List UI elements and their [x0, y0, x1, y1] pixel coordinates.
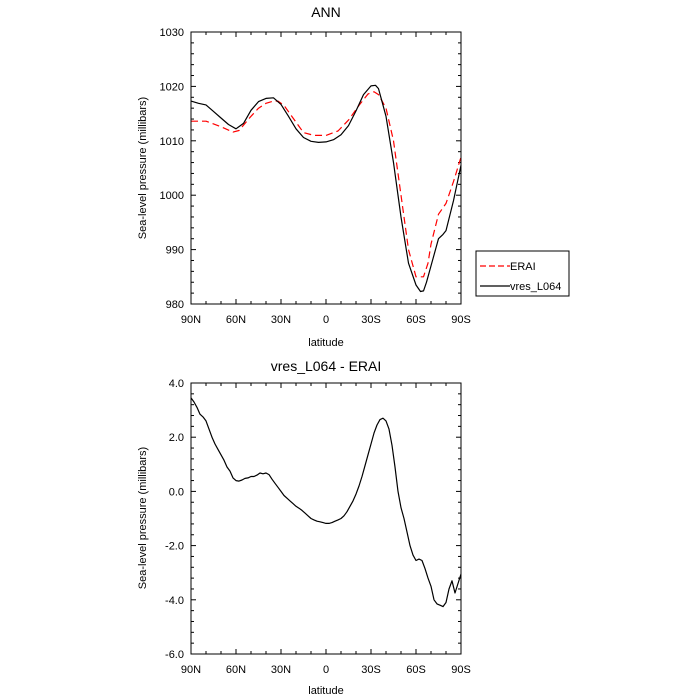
top-y-tick-label: 1000	[160, 190, 184, 202]
chart-title-diff: vres_L064 - ERAI	[271, 358, 382, 374]
bottom-y-tick-label: -6.0	[165, 649, 184, 661]
top-x-tick-label: 30N	[271, 314, 291, 326]
top-panel-ann: ANN Sea-level pressure (millibars) latit…	[137, 4, 471, 349]
bottom-x-tick-label: 0	[323, 664, 329, 676]
bottom-series-vres-l064-erai	[190, 397, 462, 608]
bottom-y-tick-label: 0.0	[169, 486, 184, 498]
bottom-x-tick-label: 90N	[181, 664, 201, 676]
bottom-series-lines	[190, 397, 462, 608]
top-x-tick-label: 60N	[226, 314, 246, 326]
y-axis-label-top: Sea-level pressure (millibars)	[137, 97, 149, 239]
top-x-tick-label: 60S	[406, 314, 426, 326]
bottom-x-tick-label: 30S	[361, 664, 381, 676]
top-x-tick-label: 90S	[451, 314, 471, 326]
y-axis-label-bottom: Sea-level pressure (millibars)	[137, 447, 149, 589]
top-y-tick-label: 1020	[160, 81, 184, 93]
top-series-erai	[191, 91, 462, 278]
x-axis-label-top: latitude	[308, 337, 343, 349]
top-series-vres-l064	[190, 84, 462, 293]
top-series-lines	[190, 84, 462, 293]
top-axis-ticks: 90N 60N 30N 0 30S 60S 90S 980 990 1000 1010 1020 103…	[160, 27, 471, 326]
legend-vres-label: vres_L064	[510, 281, 561, 293]
legend: ERAI vres_L064	[475, 250, 570, 297]
bottom-y-tick-label: -2.0	[165, 541, 184, 553]
bottom-y-tick-label: -4.0	[165, 595, 184, 607]
legend-box	[475, 250, 570, 297]
chart-title-ann: ANN	[311, 4, 341, 20]
top-y-tick-label: 1010	[160, 136, 184, 148]
bottom-x-tick-label: 60N	[226, 664, 246, 676]
top-y-tick-label: 990	[166, 245, 184, 257]
top-plot-frame	[190, 31, 462, 305]
bottom-y-tick-label: 2.0	[169, 432, 184, 444]
bottom-x-tick-label: 30N	[271, 664, 291, 676]
legend-erai-label: ERAI	[510, 261, 536, 273]
top-x-tick-label: 30S	[361, 314, 381, 326]
bottom-x-tick-label: 90S	[451, 664, 471, 676]
top-y-tick-label: 1030	[160, 27, 184, 39]
top-y-tick-label: 980	[166, 299, 184, 311]
bottom-panel-diff: vres_L064 - ERAI Sea-level pressure (mil…	[137, 358, 471, 697]
bottom-axis-ticks: 90N 60N 30N 0 30S 60S 90S -6.0 -4.0 -2.0 0.0 2.0 4.0	[165, 378, 471, 676]
bottom-plot-frame	[190, 382, 462, 655]
top-x-tick-label: 90N	[181, 314, 201, 326]
bottom-x-tick-label: 60S	[406, 664, 426, 676]
bottom-y-tick-label: 4.0	[169, 378, 184, 390]
x-axis-label-bottom: latitude	[308, 685, 343, 697]
top-x-tick-label: 0	[323, 314, 329, 326]
